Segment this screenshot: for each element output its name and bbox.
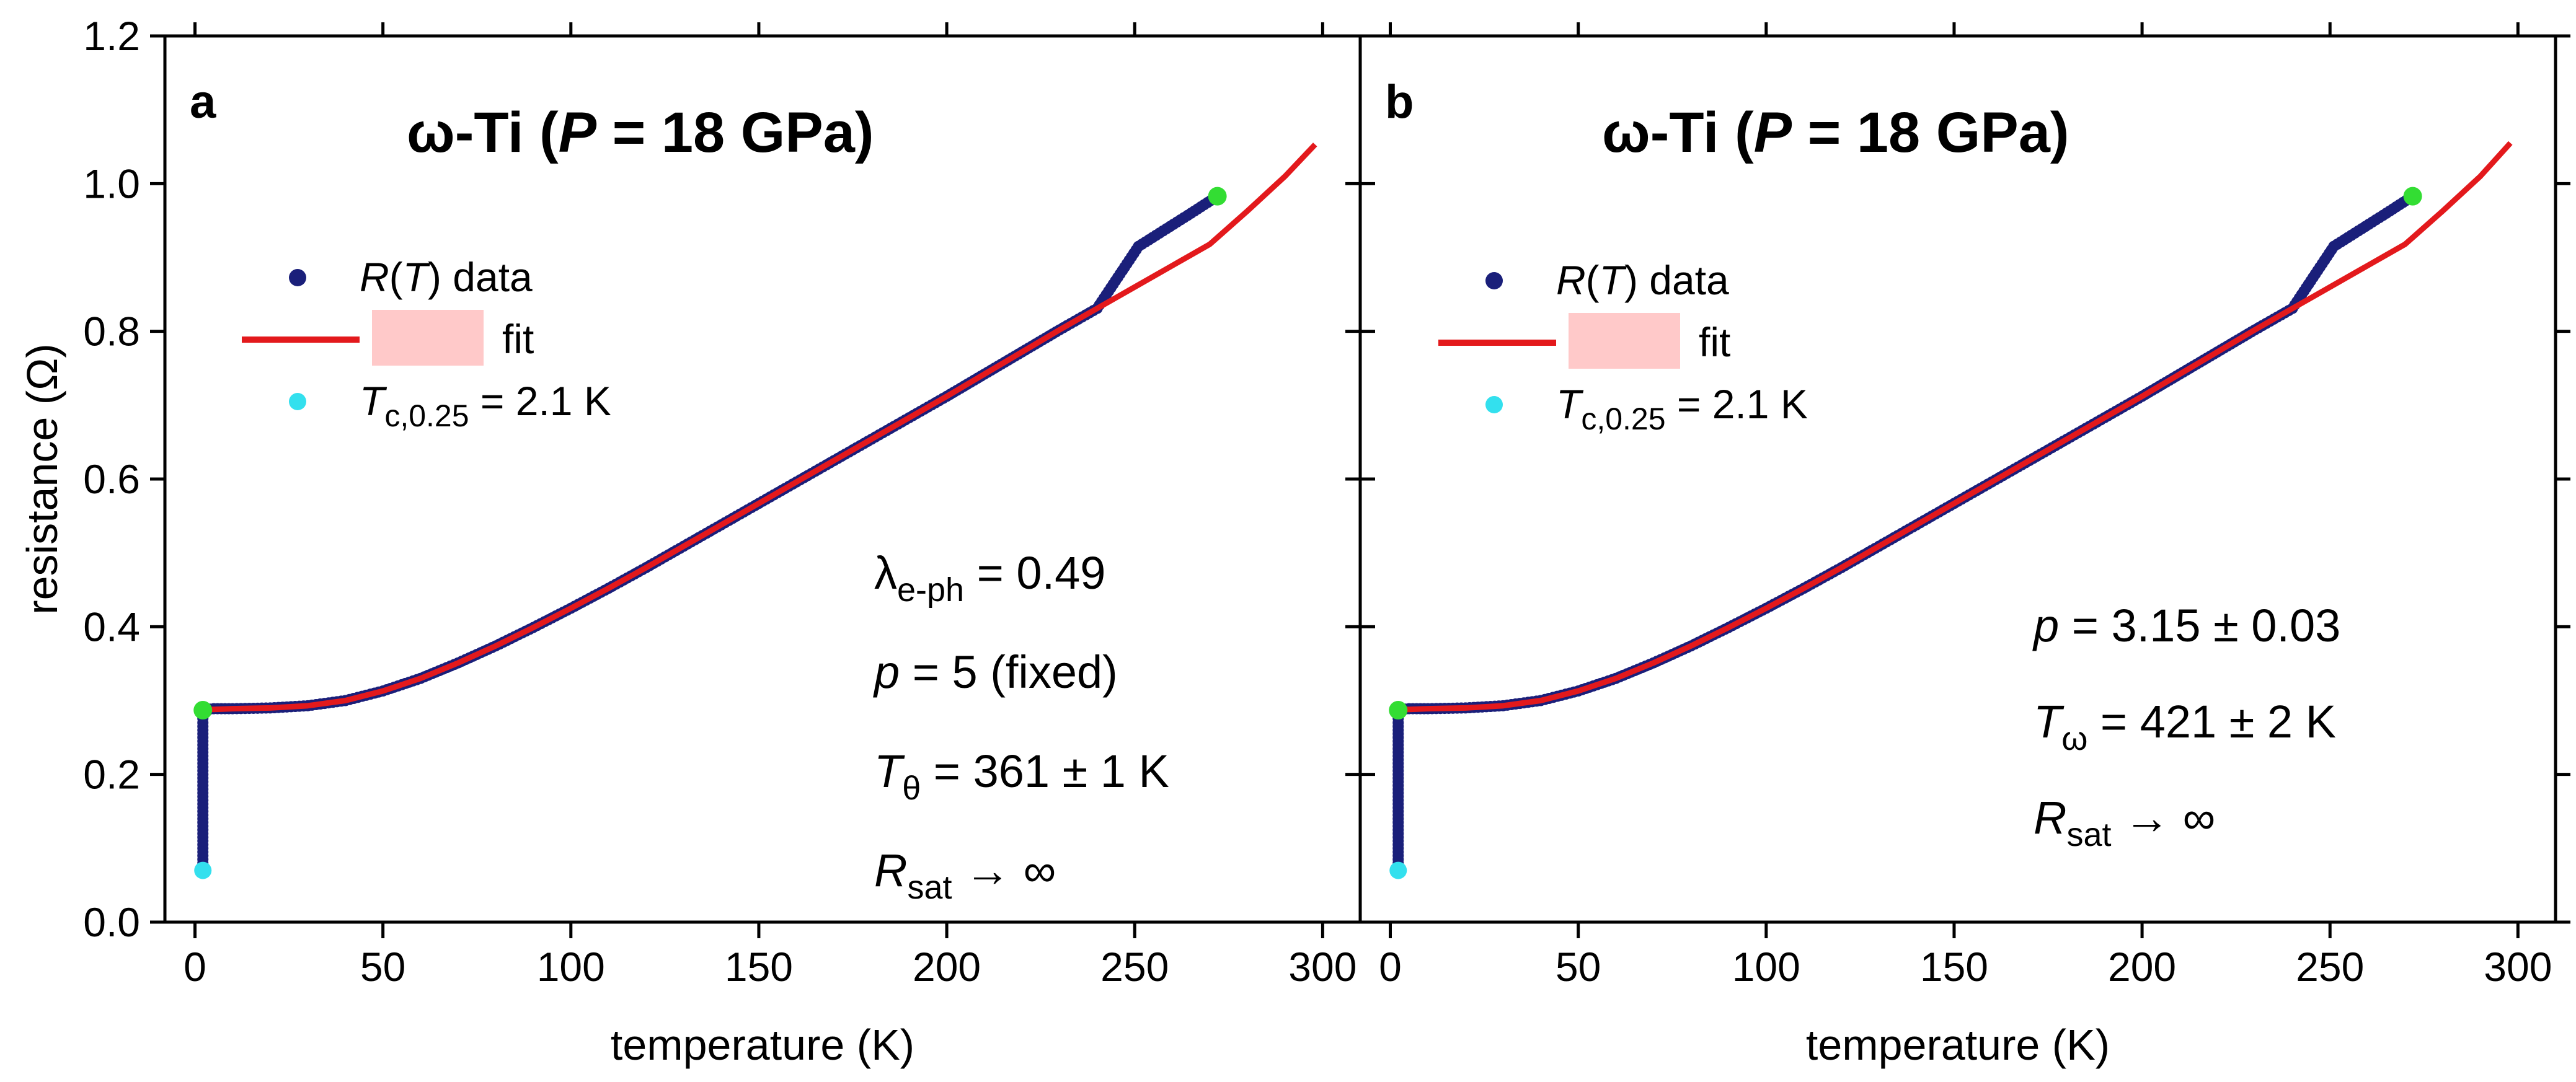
panel-letter: b (1385, 76, 1414, 128)
panel-b: 0 50 100 150 200 250 300 temperature (K) b ω-Ti (… (1345, 22, 2570, 1069)
legend: R(T) data fit Tc,0.25 = 2.1 K (1438, 257, 1808, 436)
x-axis-label: temperature (K) (611, 1021, 914, 1069)
y-tick-label: 0.4 (83, 604, 140, 649)
fit-range-marker (193, 700, 213, 719)
fit-line (1397, 141, 2513, 713)
legend-marker (1485, 396, 1503, 413)
x-tick-label: 150 (1920, 944, 1988, 990)
y-tick-label: 0.2 (83, 752, 140, 798)
x-tick-label: 100 (1732, 944, 1800, 990)
plot-frame (163, 34, 1362, 924)
fit-range-marker (2403, 187, 2422, 206)
annotation: Tθ = 361 ± 1 K (874, 746, 1169, 807)
x-tick-label: 200 (913, 944, 981, 990)
y-tick-label: 1.2 (83, 13, 140, 59)
legend-label: fit (1699, 319, 1730, 365)
annotation: Tω = 421 ± 2 K (2034, 696, 2336, 757)
annotation: p = 5 (fixed) (873, 646, 1118, 698)
legend-label: Tc,0.25 = 2.1 K (360, 378, 611, 433)
x-tick-label: 150 (725, 944, 793, 990)
fit-range-marker (1389, 700, 1408, 719)
x-tick-label: 200 (2108, 944, 2176, 990)
legend: R(T) data fit Tc,0.25 = 2.1 K (242, 254, 611, 433)
x-tick-label: 50 (1556, 944, 1601, 990)
legend-swatch (1569, 313, 1680, 369)
x-tick-label: 250 (1100, 944, 1169, 990)
legend-label: R(T) data (360, 254, 533, 300)
legend-label: R(T) data (1556, 257, 1729, 303)
x-tick-label: 0 (1379, 944, 1402, 990)
y-tick-label: 0.6 (83, 456, 140, 502)
x-tick-label: 250 (2296, 944, 2364, 990)
legend-marker (289, 393, 306, 410)
panel-letter: a (190, 76, 216, 128)
fit-line (202, 143, 1317, 713)
annotation: Rsat → ∞ (2034, 792, 2215, 853)
legend-marker (1485, 272, 1503, 289)
annotation: λe-ph = 0.49 (874, 547, 1105, 609)
x-tick-label: 300 (2484, 944, 2552, 990)
tc-marker (194, 861, 212, 879)
y-tick-label: 0.0 (83, 899, 140, 945)
y-tick-label: 1.0 (83, 161, 140, 206)
x-tick-label: 300 (1288, 944, 1357, 990)
x-axis-label: temperature (K) (1806, 1021, 2110, 1069)
y-tick-label: 0.8 (83, 309, 140, 354)
annotation: p = 3.15 ± 0.03 (2032, 600, 2340, 651)
y-axis-label: resistance (Ω) (18, 343, 66, 614)
annotation-block: λe-ph = 0.49 p = 5 (fixed) Tθ = 361 ± 1 K R… (873, 547, 1169, 906)
panel-title: ω-Ti (P = 18 GPa) (407, 101, 874, 164)
plot-frame (1358, 34, 2557, 924)
tc-marker (1389, 861, 1407, 879)
legend-swatch (372, 310, 484, 366)
panel-a: 0 50 100 150 200 250 300 0.0 0.2 0.4 0.6 0.8 1.0 1.2 t… (18, 13, 1375, 1069)
x-tick-label: 50 (360, 944, 405, 990)
fit-range-marker (1208, 187, 1227, 206)
panel-title: ω-Ti (P = 18 GPa) (1602, 101, 2069, 164)
x-tick-label: 0 (184, 944, 206, 990)
legend-label: Tc,0.25 = 2.1 K (1556, 381, 1808, 436)
legend-marker (289, 269, 306, 286)
x-tick-label: 100 (537, 944, 605, 990)
annotation: Rsat → ∞ (874, 845, 1056, 906)
legend-label: fit (502, 316, 534, 362)
annotation-block: p = 3.15 ± 0.03 Tω = 421 ± 2 K Rsat → ∞ (2032, 600, 2340, 853)
